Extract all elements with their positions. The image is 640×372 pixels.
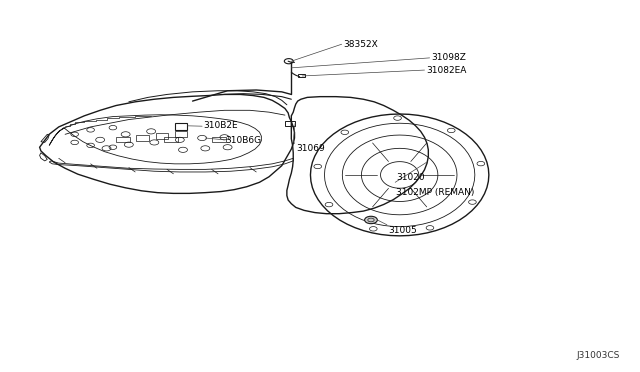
Text: 31082EA: 31082EA (426, 65, 467, 74)
Text: 31005: 31005 (388, 225, 417, 234)
Text: 310B2E: 310B2E (204, 121, 238, 129)
Text: 38352X: 38352X (343, 40, 378, 49)
Circle shape (365, 216, 378, 224)
Text: J31003CS: J31003CS (576, 350, 620, 359)
Text: 31069: 31069 (296, 144, 324, 153)
Text: 31098Z: 31098Z (431, 53, 466, 62)
Text: 31020: 31020 (396, 173, 425, 182)
Text: 3102MP (REMAN): 3102MP (REMAN) (396, 188, 475, 197)
Text: 310B6G: 310B6G (226, 137, 262, 145)
